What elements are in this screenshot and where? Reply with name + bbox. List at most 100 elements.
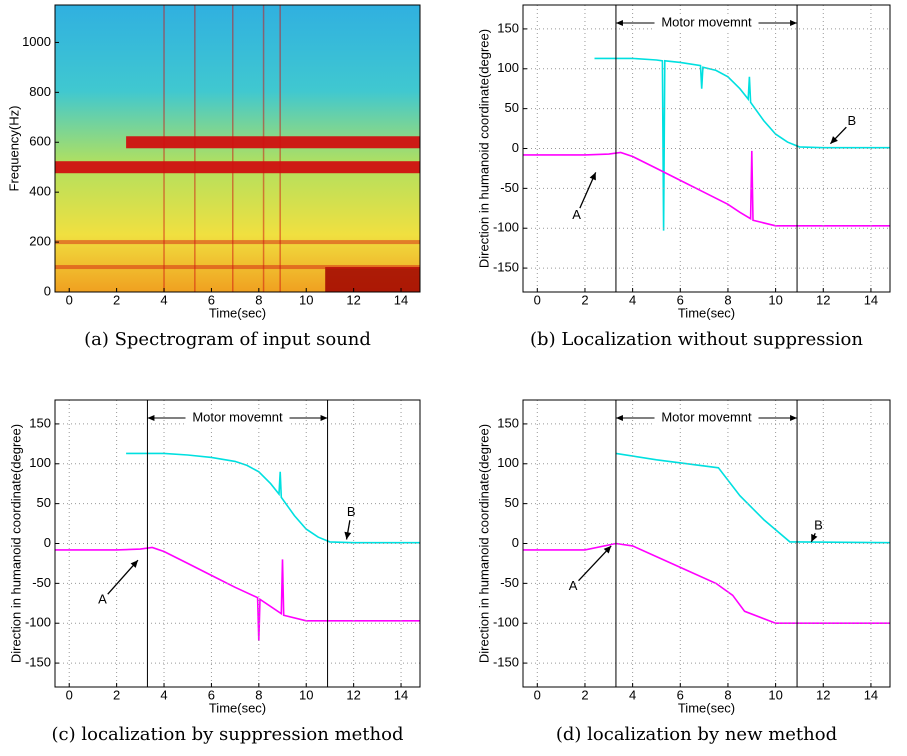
motor-label-bg	[185, 410, 290, 426]
x-tick-label: 14	[864, 292, 878, 307]
x-tick-label: 12	[816, 292, 830, 307]
x-tick-label: 12	[346, 292, 360, 307]
x-tick-label: 0	[534, 687, 541, 702]
y-tick-label: 150	[497, 20, 519, 35]
annotation-label: A	[569, 578, 578, 593]
motor-label: Motor movemnt	[192, 409, 283, 424]
plot-area	[523, 452, 890, 624]
x-tick-label: 12	[816, 687, 830, 702]
spectrogram-background	[55, 5, 420, 292]
y-axis-label: Direction in humanoid coordinate(degree)	[476, 424, 491, 663]
caption: (b) Localization without suppression	[530, 329, 863, 350]
arrow-head	[344, 531, 352, 540]
annotation-arrow	[107, 559, 139, 595]
annotation-label: A	[98, 592, 107, 607]
x-tick-label: 6	[677, 292, 684, 307]
y-axis-label: Frequency(Hz)	[6, 106, 21, 192]
y-tick-label: 0	[512, 140, 519, 155]
y-tick-label: 0	[512, 535, 519, 550]
motor-label: Motor movemnt	[661, 409, 752, 424]
y-tick-label: 150	[29, 415, 51, 430]
x-axis-label: Time(sec)	[678, 700, 735, 715]
y-tick-label: 1000	[22, 34, 51, 49]
x-tick-label: 8	[255, 687, 262, 702]
y-tick-label: 400	[29, 184, 51, 199]
x-tick-label: 8	[724, 687, 731, 702]
y-tick-label: 100	[497, 60, 519, 75]
y-axis-label: Direction in humanoid coordinate(degree)	[8, 424, 23, 663]
y-tick-label: 50	[505, 495, 519, 510]
x-tick-label: 14	[394, 687, 408, 702]
x-tick-label: 0	[534, 292, 541, 307]
y-tick-label: 800	[29, 84, 51, 99]
x-tick-label: 4	[160, 292, 167, 307]
x-tick-label: 6	[208, 687, 215, 702]
series-line	[523, 542, 890, 624]
axes-frame	[54, 4, 421, 293]
x-tick-label: 8	[724, 292, 731, 307]
spectrogram-band	[55, 161, 420, 174]
spectrogram-band	[126, 136, 420, 149]
y-tick-label: -50	[500, 575, 519, 590]
x-tick-label: 10	[768, 687, 782, 702]
x-tick-label: 10	[768, 292, 782, 307]
y-tick-label: 100	[497, 455, 519, 470]
x-tick-label: 0	[66, 687, 73, 702]
y-tick-label: -150	[493, 655, 519, 670]
caption: (d) localization by new method	[556, 724, 837, 745]
y-tick-label: -100	[493, 220, 519, 235]
arrow-head	[603, 545, 612, 554]
x-tick-label: 2	[581, 292, 588, 307]
series-line	[594, 57, 890, 231]
plot-area	[523, 57, 890, 231]
y-tick-label: 50	[37, 495, 51, 510]
annotation-arrow	[578, 545, 612, 582]
y-tick-label: 600	[29, 134, 51, 149]
x-tick-label: 8	[255, 292, 262, 307]
annotation-label: B	[814, 517, 823, 532]
y-tick-label: -50	[500, 180, 519, 195]
plot-area	[55, 5, 420, 292]
x-axis-label: Time(sec)	[678, 305, 735, 320]
series-line	[126, 452, 420, 544]
y-tick-label: 0	[44, 283, 51, 298]
y-tick-label: 150	[497, 415, 519, 430]
x-tick-label: 4	[629, 292, 636, 307]
annotation-label: B	[848, 113, 857, 128]
x-tick-label: 2	[113, 292, 120, 307]
x-tick-label: 6	[208, 292, 215, 307]
arrow-head	[811, 533, 818, 542]
y-tick-label: 100	[29, 455, 51, 470]
spectrogram-band	[55, 240, 420, 245]
x-tick-label: 2	[113, 687, 120, 702]
arrow-head	[589, 172, 596, 181]
x-tick-label: 4	[160, 687, 167, 702]
x-tick-label: 0	[66, 292, 73, 307]
annotation-label: B	[347, 504, 356, 519]
x-tick-label: 6	[677, 687, 684, 702]
plot-area	[55, 452, 420, 641]
spectrogram-band	[55, 265, 420, 270]
series-line	[615, 452, 890, 544]
x-axis-label: Time(sec)	[209, 305, 266, 320]
x-tick-label: 10	[299, 687, 313, 702]
motor-label-bg	[654, 15, 759, 31]
y-tick-label: -100	[493, 615, 519, 630]
axes-frame	[522, 399, 891, 688]
x-tick-label: 14	[394, 292, 408, 307]
motor-label: Motor movemnt	[661, 14, 752, 29]
y-tick-label: 0	[44, 535, 51, 550]
y-axis-label: Direction in humanoid coordinate(degree)	[476, 29, 491, 268]
series-line	[55, 546, 420, 641]
annotation-label: A	[572, 207, 581, 222]
y-tick-label: -150	[493, 260, 519, 275]
x-tick-label: 12	[346, 687, 360, 702]
y-tick-label: -100	[25, 615, 51, 630]
arrow-head	[830, 136, 838, 144]
y-tick-label: -50	[32, 575, 51, 590]
y-tick-label: 200	[29, 234, 51, 249]
caption: (c) localization by suppression method	[52, 724, 404, 745]
x-tick-label: 14	[864, 687, 878, 702]
